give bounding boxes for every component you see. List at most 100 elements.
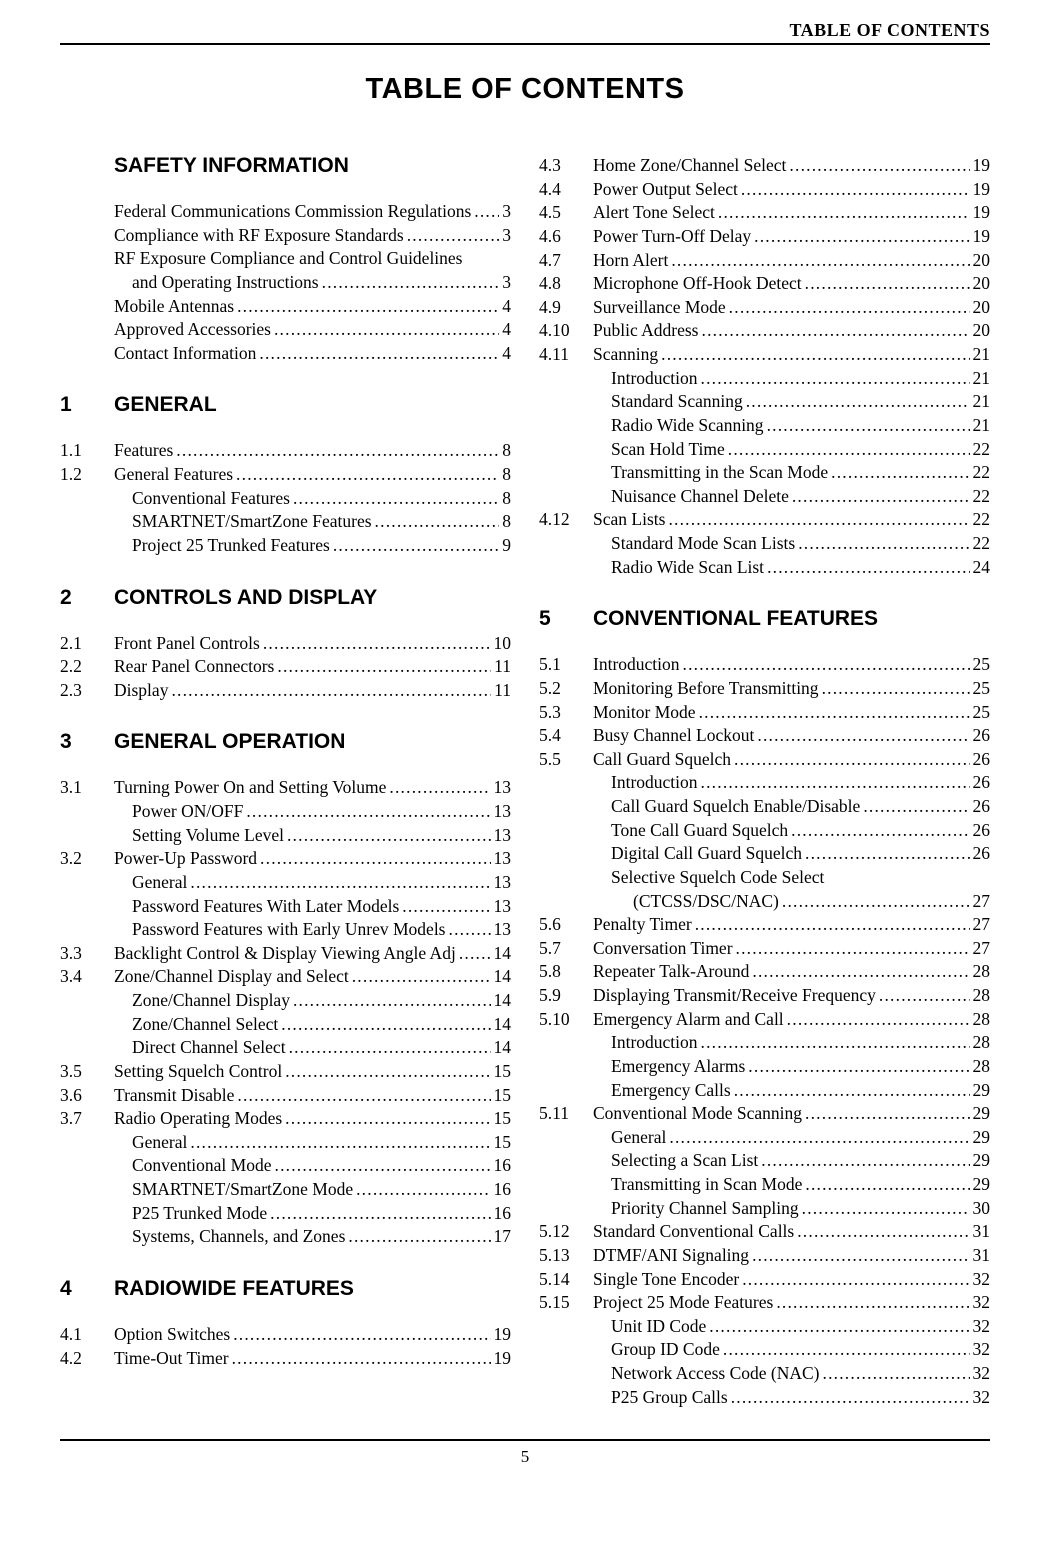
- toc-entry-text: General Features........................…: [114, 463, 511, 487]
- toc-entry-text: Power-Up Password.......................…: [114, 847, 511, 871]
- toc-section-number: 1: [60, 393, 114, 417]
- toc-leader-dots: ........................................…: [738, 178, 970, 202]
- toc-leader-dots: ........................................…: [698, 367, 970, 391]
- toc-leader-dots: ........................................…: [876, 984, 970, 1008]
- toc-entry: Emergency Calls.........................…: [539, 1079, 990, 1103]
- toc-entry: Contact Information.....................…: [60, 342, 511, 366]
- toc-entry: Transmitting in the Scan Mode...........…: [539, 461, 990, 485]
- toc-entry-label: Emergency Alarms: [593, 1055, 745, 1079]
- toc-entry: Conventional Mode.......................…: [60, 1154, 511, 1178]
- toc-entry: 5.8Repeater Talk-Around.................…: [539, 960, 990, 984]
- toc-entry-text: Setting Squelch Control.................…: [114, 1060, 511, 1084]
- toc-entry-page: 11: [491, 679, 511, 703]
- toc-entry-page: 13: [491, 871, 512, 895]
- toc-entry-text: SMARTNET/SmartZone Features.............…: [114, 510, 511, 534]
- toc-entry-text: Conventional Mode Scanning..............…: [593, 1102, 990, 1126]
- toc-entry-text: Setting Volume Level....................…: [114, 824, 511, 848]
- toc-entry-page: 8: [499, 510, 511, 534]
- toc-entry-text: Repeater Talk-Around....................…: [593, 960, 990, 984]
- toc-entry-page: 32: [970, 1362, 991, 1386]
- toc-entry-text: Direct Channel Select...................…: [114, 1036, 511, 1060]
- toc-entry-page: 20: [970, 296, 991, 320]
- toc-entry: Compliance with RF Exposure Standards...…: [60, 224, 511, 248]
- toc-entry-text: Password Features with Early Unrev Model…: [114, 918, 511, 942]
- toc-entry-label: Project 25 Mode Features: [593, 1291, 773, 1315]
- toc-entry-label: Power Output Select: [593, 178, 738, 202]
- toc-leader-dots: ........................................…: [233, 463, 499, 487]
- toc-leader-dots: ........................................…: [353, 1178, 490, 1202]
- toc-entry-text: Compliance with RF Exposure Standards...…: [114, 224, 511, 248]
- toc-entry: Call Guard Squelch Enable/Disable.......…: [539, 795, 990, 819]
- toc-entry-number: 4.2: [60, 1347, 114, 1371]
- toc-entry-page: 15: [491, 1131, 512, 1155]
- toc-entry-text: Time-Out Timer..........................…: [114, 1347, 511, 1371]
- toc-entries: 5.1Introduction.........................…: [539, 653, 990, 1409]
- toc-entry-number: 5.2: [539, 677, 593, 701]
- toc-entry-number: 4.1: [60, 1323, 114, 1347]
- toc-entry-label: Selective Squelch Code Select: [593, 866, 824, 890]
- toc-columns: SAFETY INFORMATION Federal Communications…: [60, 154, 990, 1409]
- toc-entry-text: Selecting a Scan List...................…: [593, 1149, 990, 1173]
- toc-entry-text: Scan Hold Time..........................…: [593, 438, 990, 462]
- toc-entry-text: Project 25 Mode Features................…: [593, 1291, 990, 1315]
- toc-entry-text: Surveillance Mode.......................…: [593, 296, 990, 320]
- toc-entry: Network Access Code (NAC)...............…: [539, 1362, 990, 1386]
- toc-entry-number: 5.14: [539, 1268, 593, 1292]
- toc-leader-dots: ........................................…: [828, 461, 969, 485]
- toc-entry-text: Single Tone Encoder.....................…: [593, 1268, 990, 1292]
- toc-entry-label: DTMF/ANI Signaling: [593, 1244, 749, 1268]
- toc-entry-label: Monitor Mode: [593, 701, 696, 725]
- toc-entry-page: 15: [491, 1060, 512, 1084]
- toc-entry-label: and Operating Instructions: [114, 271, 319, 295]
- toc-entry-label: Network Access Code (NAC): [593, 1362, 820, 1386]
- toc-entry: 3.5Setting Squelch Control..............…: [60, 1060, 511, 1084]
- toc-entry: 5.6Penalty Timer........................…: [539, 913, 990, 937]
- toc-entry-page: 25: [970, 701, 991, 725]
- toc-entry-label: Display: [114, 679, 168, 703]
- toc-entry-label: Single Tone Encoder: [593, 1268, 739, 1292]
- toc-leader-dots: ........................................…: [745, 1055, 969, 1079]
- toc-entry-label: Transmit Disable: [114, 1084, 234, 1108]
- toc-entry-page: 28: [970, 1008, 991, 1032]
- toc-leader-dots: ........................................…: [257, 847, 490, 871]
- toc-leader-dots: ........................................…: [274, 655, 491, 679]
- toc-entry-label: Call Guard Squelch Enable/Disable: [593, 795, 860, 819]
- toc-entry: Transmitting in Scan Mode...............…: [539, 1173, 990, 1197]
- toc-entry-label: Password Features With Later Models: [114, 895, 399, 919]
- toc-entry-text: Front Panel Controls....................…: [114, 632, 511, 656]
- toc-entry-number: 4.11: [539, 343, 593, 367]
- toc-leader-dots: ........................................…: [456, 942, 491, 966]
- toc-entry-page: 28: [970, 1055, 991, 1079]
- toc-entry: Tone Call Guard Squelch.................…: [539, 819, 990, 843]
- toc-leader-dots: ........................................…: [773, 1291, 969, 1315]
- toc-leader-dots: ........................................…: [794, 1220, 969, 1244]
- toc-entry-page: 19: [970, 178, 991, 202]
- toc-entries: 3.1Turning Power On and Setting Volume..…: [60, 776, 511, 1249]
- toc-section-number: 3: [60, 730, 114, 754]
- toc-entry: Standard Mode Scan Lists................…: [539, 532, 990, 556]
- toc-entries: Federal Communications Commission Regula…: [60, 200, 511, 365]
- toc-entry-page: 30: [970, 1197, 991, 1221]
- toc-entry-label: RF Exposure Compliance and Control Guide…: [114, 247, 463, 271]
- toc-entry-page: 11: [491, 655, 511, 679]
- toc-entry: 1.2General Features.....................…: [60, 463, 511, 487]
- toc-leader-dots: ........................................…: [802, 1173, 969, 1197]
- toc-section-title: SAFETY INFORMATION: [114, 154, 349, 178]
- toc-leader-dots: ........................................…: [795, 532, 969, 556]
- toc-leader-dots: ........................................…: [751, 225, 969, 249]
- toc-entry-text: Federal Communications Commission Regula…: [114, 200, 511, 224]
- toc-entry-page: 14: [491, 989, 512, 1013]
- toc-leader-dots: ........................................…: [720, 1338, 970, 1362]
- toc-entry-page: 28: [970, 960, 991, 984]
- toc-entry-page: 3: [499, 200, 511, 224]
- toc-entry-text: Standard Scanning.......................…: [593, 390, 990, 414]
- toc-entry-page: 29: [970, 1126, 991, 1150]
- toc-leader-dots: ........................................…: [749, 960, 969, 984]
- toc-entry-label: Introduction: [593, 771, 698, 795]
- toc-entry: 4.8Microphone Off-Hook Detect...........…: [539, 272, 990, 296]
- toc-leader-dots: ........................................…: [345, 1225, 490, 1249]
- toc-section-heading: 2CONTROLS AND DISPLAY: [60, 586, 511, 610]
- toc-entry: 5.9Displaying Transmit/Receive Frequency…: [539, 984, 990, 1008]
- toc-entry-number: 3.7: [60, 1107, 114, 1131]
- toc-entry-label: Nuisance Channel Delete: [593, 485, 789, 509]
